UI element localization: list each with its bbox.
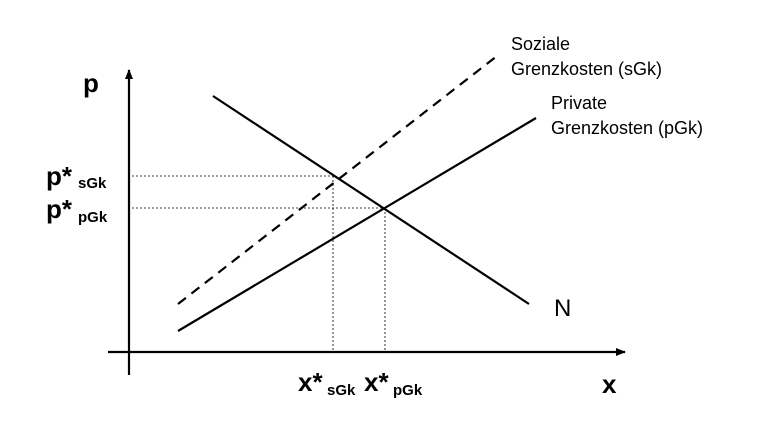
quantity-label-social-sub: sGk xyxy=(327,382,356,399)
price-label-social-sub: sGk xyxy=(78,175,107,192)
y-axis-label: p xyxy=(83,68,99,98)
demand-curve xyxy=(212,95,530,305)
private-cost-label-line2: Grenzkosten (pGk) xyxy=(551,118,703,138)
quantity-label-private: x* pGk xyxy=(364,367,423,399)
price-label-private: p* pGk xyxy=(46,194,108,226)
quantity-label-social-main: x* xyxy=(298,367,323,397)
price-label-social-main: p* xyxy=(46,161,73,191)
social-cost-label: Soziale Grenzkosten (sGk) xyxy=(511,34,662,79)
price-label-private-main: p* xyxy=(46,194,73,224)
x-axis-label: x xyxy=(602,369,617,399)
quantity-label-private-main: x* xyxy=(364,367,389,397)
social-cost-curve xyxy=(177,55,498,305)
private-cost-curve xyxy=(177,117,537,332)
quantity-label-social: x* sGk xyxy=(298,367,356,399)
social-cost-label-line2: Grenzkosten (sGk) xyxy=(511,59,662,79)
private-cost-label: Private Grenzkosten (pGk) xyxy=(551,93,703,138)
quantity-label-private-sub: pGk xyxy=(393,382,423,399)
social-cost-label-line1: Soziale xyxy=(511,34,570,54)
price-label-private-sub: pGk xyxy=(78,209,108,226)
price-label-social: p* sGk xyxy=(46,161,107,192)
private-cost-label-line1: Private xyxy=(551,93,607,113)
demand-label: N xyxy=(554,295,571,322)
